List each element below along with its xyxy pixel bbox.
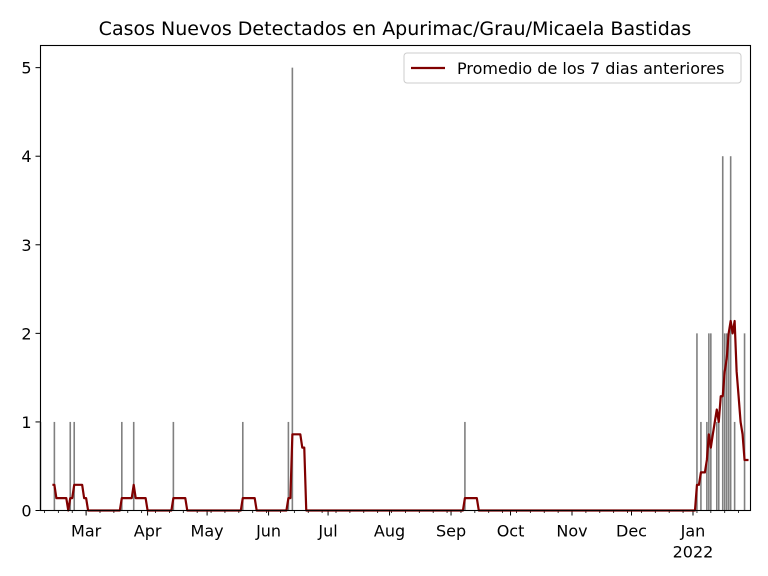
- bar: [715, 421, 718, 511]
- x-axis: Mar Apr May Jun Jul Aug Sep Oct Nov Dec Jan 2022: [44, 510, 740, 562]
- legend: Promedio de los 7 dias anteriores: [403, 52, 742, 84]
- bar: [727, 333, 730, 511]
- bar: [73, 421, 76, 511]
- bar: [717, 421, 720, 511]
- x-tick-label: Apr: [134, 522, 162, 541]
- bars-layer: [39, 67, 746, 511]
- legend-label: Promedio de los 7 dias anteriores: [457, 59, 724, 78]
- x-tick-label: Jun: [255, 522, 281, 541]
- bar: [287, 421, 290, 511]
- y-tick-label: 3: [21, 236, 31, 255]
- x-tick-sublabel: 2022: [673, 543, 714, 562]
- bar: [710, 333, 712, 511]
- bar: [708, 333, 710, 511]
- y-tick-label: 4: [21, 147, 31, 166]
- x-tick-label: May: [191, 522, 224, 541]
- bar: [721, 156, 724, 511]
- bar: [696, 333, 698, 511]
- x-tick-label: Oct: [497, 522, 525, 541]
- series-line: [52, 319, 749, 512]
- x-tick-label: Jan: [680, 522, 706, 541]
- y-tick-label: 1: [21, 413, 31, 432]
- bar: [729, 156, 732, 511]
- bar: [172, 421, 175, 511]
- x-tick-label: Dec: [616, 522, 647, 541]
- bar: [53, 421, 56, 511]
- x-tick-label: Mar: [71, 522, 102, 541]
- bar: [241, 421, 244, 511]
- lines-layer: [52, 319, 749, 512]
- bar: [132, 421, 135, 511]
- x-tick-label: Sep: [436, 522, 466, 541]
- bar: [723, 333, 726, 511]
- bar: [291, 67, 294, 511]
- y-axis: 0 1 2 3 4 5: [21, 59, 41, 521]
- bar: [725, 333, 728, 511]
- x-tick-label: Nov: [556, 522, 587, 541]
- legend-box: [403, 52, 742, 84]
- x-tick-label: Jul: [317, 522, 337, 541]
- bar: [464, 421, 466, 511]
- bar: [121, 421, 123, 511]
- chart-title: Casos Nuevos Detectados en Apurimac/Grau…: [99, 18, 692, 40]
- bar: [743, 333, 746, 511]
- y-tick-label: 2: [21, 324, 31, 343]
- bar: [733, 421, 736, 511]
- bar: [69, 421, 72, 511]
- plot-frame: [39, 44, 752, 512]
- bar: [700, 421, 702, 511]
- x-tick-label: Aug: [374, 522, 405, 541]
- y-tick-label: 0: [21, 502, 31, 521]
- y-tick-label: 5: [21, 59, 31, 78]
